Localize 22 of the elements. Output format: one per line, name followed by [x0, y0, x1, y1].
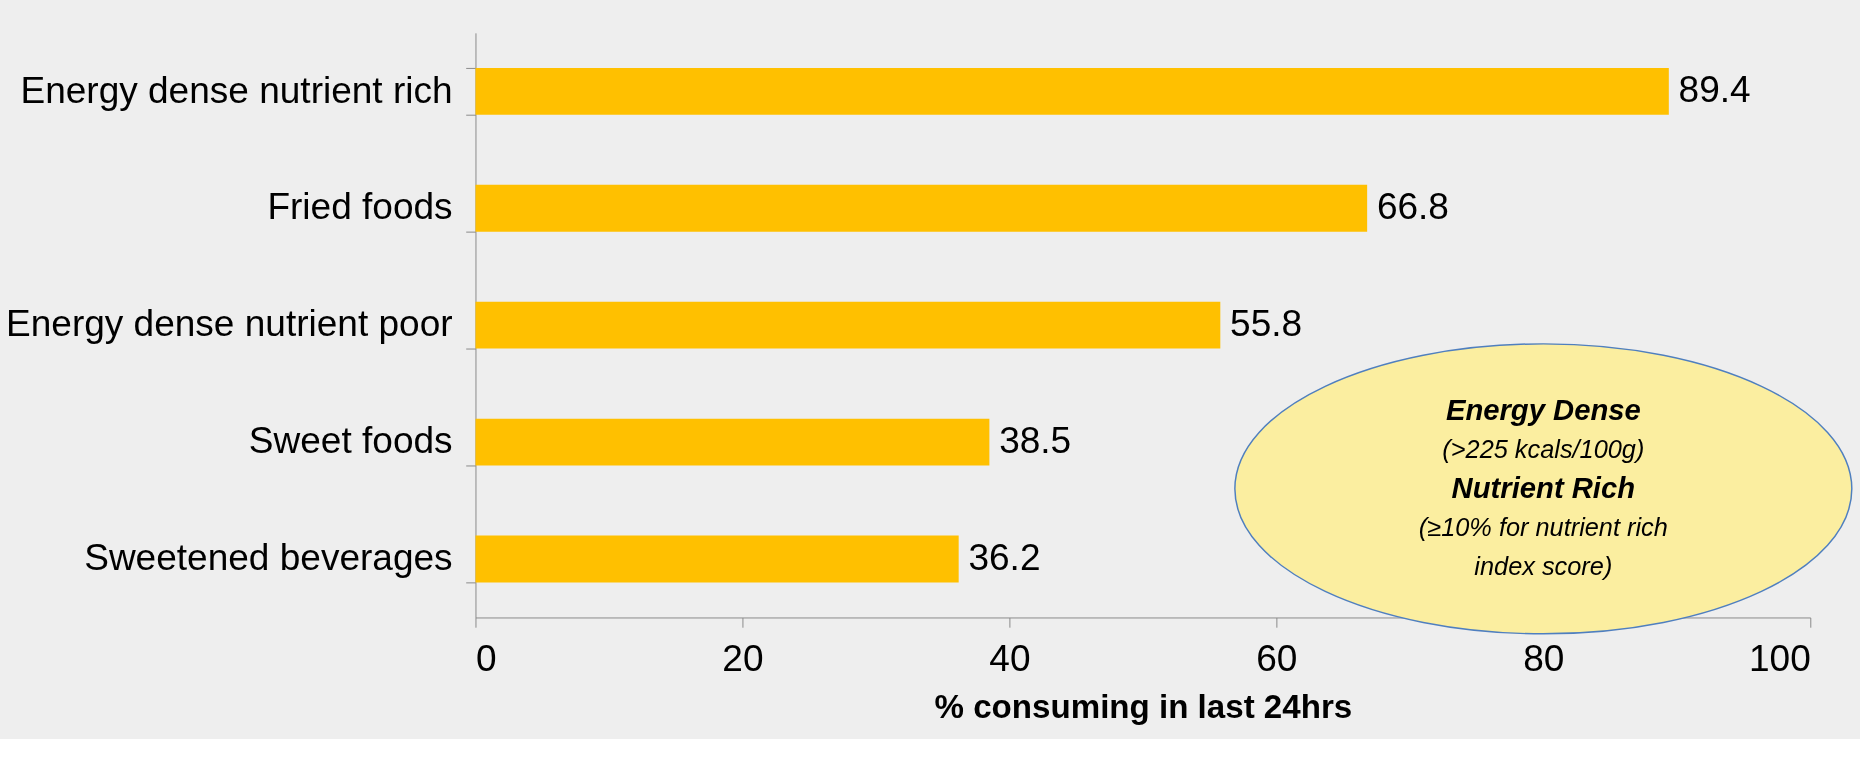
annotation: Energy Dense: [1445, 393, 1641, 426]
annotation: (≥10% for nutrient rich: [1418, 512, 1668, 541]
data-label: 36.2: [968, 535, 1041, 578]
x-axis-title: % consuming in last 24hrs: [934, 688, 1353, 726]
annotation: Nutrient Rich: [1451, 471, 1636, 504]
y-tick-label: Energy dense nutrient poor: [6, 302, 453, 345]
y-tick-label: Fried foods: [267, 185, 453, 228]
y-tick-label: Sweetened beverages: [84, 536, 453, 579]
data-label: 66.8: [1376, 184, 1449, 227]
x-tick-label: 60: [1256, 636, 1298, 679]
y-tick-label: Energy dense nutrient rich: [20, 68, 453, 111]
data-label: 38.5: [999, 418, 1072, 461]
annotation: (>225 kcals/100g): [1442, 434, 1645, 463]
y-tick-label: Sweet foods: [248, 419, 453, 462]
annotation: index score): [1474, 551, 1613, 580]
x-tick-label: 100: [1749, 636, 1811, 679]
x-tick-label: 0: [475, 636, 497, 679]
x-tick-label: 20: [722, 636, 764, 679]
x-tick-label: 40: [989, 636, 1031, 679]
x-tick-label: 80: [1523, 636, 1565, 679]
data-label: 55.8: [1230, 301, 1303, 344]
data-label: 89.4: [1678, 68, 1751, 111]
